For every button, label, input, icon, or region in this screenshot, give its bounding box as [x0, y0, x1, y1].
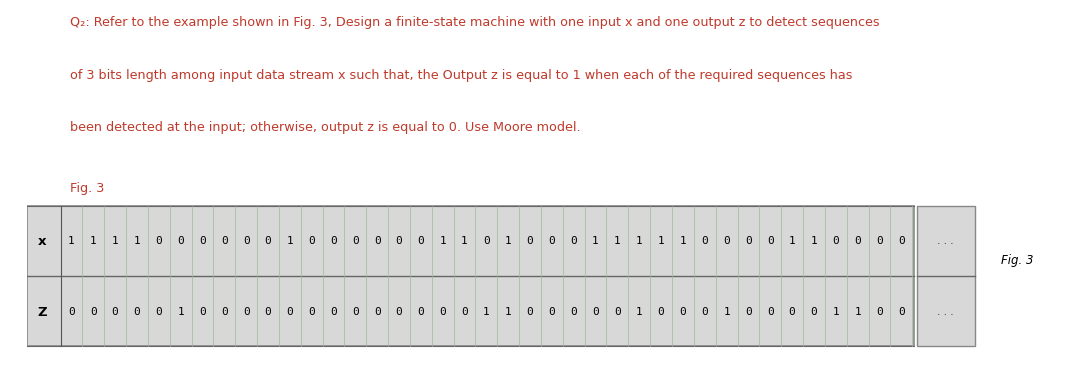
- Text: x: x: [38, 235, 46, 248]
- Text: 0: 0: [876, 307, 882, 317]
- Text: 0: 0: [745, 236, 752, 246]
- Text: 1: 1: [504, 236, 512, 246]
- Text: 0: 0: [221, 236, 228, 246]
- Text: 1: 1: [679, 236, 686, 246]
- Text: 0: 0: [570, 307, 577, 317]
- Text: 1: 1: [504, 307, 512, 317]
- Text: 0: 0: [374, 307, 380, 317]
- Text: Fig. 3: Fig. 3: [1001, 254, 1034, 267]
- Text: been detected at the input; otherwise, output z is equal to 0. Use Moore model.: been detected at the input; otherwise, o…: [70, 121, 581, 134]
- Text: Q₂: Refer to the example shown in Fig. 3, Design a finite-state machine with one: Q₂: Refer to the example shown in Fig. 3…: [70, 16, 880, 29]
- Text: 0: 0: [177, 236, 184, 246]
- Text: 0: 0: [330, 236, 337, 246]
- Text: 1: 1: [636, 236, 643, 246]
- Text: 1: 1: [177, 307, 184, 317]
- Text: 0: 0: [352, 307, 359, 317]
- Bar: [917, 206, 975, 346]
- Text: 1: 1: [833, 307, 839, 317]
- Text: 1: 1: [440, 236, 446, 246]
- Text: 0: 0: [395, 236, 403, 246]
- Text: 0: 0: [570, 236, 577, 246]
- Text: 0: 0: [265, 307, 271, 317]
- Text: 1: 1: [636, 307, 643, 317]
- Text: 1: 1: [592, 236, 599, 246]
- Text: 0: 0: [833, 236, 839, 246]
- Text: Fig. 3: Fig. 3: [70, 182, 105, 195]
- Text: 0: 0: [440, 307, 446, 317]
- Text: 0: 0: [374, 236, 380, 246]
- Text: 0: 0: [308, 236, 315, 246]
- Text: 1: 1: [811, 236, 818, 246]
- Text: 0: 0: [701, 307, 708, 317]
- Text: . . .: . . .: [937, 307, 954, 317]
- Text: 0: 0: [549, 236, 555, 246]
- Bar: [27, 206, 915, 346]
- Text: 0: 0: [811, 307, 818, 317]
- Text: 1: 1: [724, 307, 730, 317]
- Text: 0: 0: [68, 307, 75, 317]
- Text: 0: 0: [243, 236, 249, 246]
- Text: 0: 0: [418, 236, 424, 246]
- Text: 0: 0: [156, 307, 162, 317]
- Text: 1: 1: [658, 236, 664, 246]
- Text: Z: Z: [38, 306, 46, 319]
- Text: . . .: . . .: [937, 236, 954, 246]
- Text: 0: 0: [788, 307, 796, 317]
- Text: 0: 0: [352, 236, 359, 246]
- Text: 0: 0: [897, 307, 905, 317]
- Text: 1: 1: [461, 236, 468, 246]
- Text: 1: 1: [615, 236, 621, 246]
- Text: 0: 0: [199, 236, 206, 246]
- Text: 0: 0: [876, 236, 882, 246]
- Text: 0: 0: [418, 307, 424, 317]
- Text: 1: 1: [286, 236, 293, 246]
- Text: 0: 0: [330, 307, 337, 317]
- Text: of 3 bits length among input data stream x such that, the Output z is equal to 1: of 3 bits length among input data stream…: [70, 69, 853, 82]
- Text: 0: 0: [767, 307, 773, 317]
- Text: 1: 1: [90, 236, 96, 246]
- Text: 1: 1: [854, 307, 861, 317]
- Text: 0: 0: [90, 307, 96, 317]
- Text: 0: 0: [527, 236, 534, 246]
- Text: 0: 0: [221, 307, 228, 317]
- Text: 0: 0: [286, 307, 293, 317]
- Text: 0: 0: [679, 307, 686, 317]
- Text: 0: 0: [549, 307, 555, 317]
- Text: 0: 0: [461, 307, 468, 317]
- Text: 0: 0: [527, 307, 534, 317]
- Text: 0: 0: [308, 307, 315, 317]
- Text: 1: 1: [68, 236, 75, 246]
- Text: 1: 1: [483, 307, 489, 317]
- Text: 0: 0: [767, 236, 773, 246]
- Text: 0: 0: [745, 307, 752, 317]
- Text: 0: 0: [199, 307, 206, 317]
- Text: 0: 0: [111, 307, 119, 317]
- Text: 0: 0: [724, 236, 730, 246]
- Text: 0: 0: [658, 307, 664, 317]
- Text: 0: 0: [483, 236, 489, 246]
- Text: 0: 0: [592, 307, 599, 317]
- Text: 0: 0: [265, 236, 271, 246]
- Text: 0: 0: [854, 236, 861, 246]
- Text: 1: 1: [788, 236, 796, 246]
- Text: 1: 1: [111, 236, 119, 246]
- Text: 0: 0: [395, 307, 403, 317]
- Text: 0: 0: [897, 236, 905, 246]
- Text: 0: 0: [134, 307, 140, 317]
- Text: 0: 0: [701, 236, 708, 246]
- Text: 0: 0: [615, 307, 621, 317]
- Text: 0: 0: [156, 236, 162, 246]
- Text: 0: 0: [243, 307, 249, 317]
- Text: 1: 1: [134, 236, 140, 246]
